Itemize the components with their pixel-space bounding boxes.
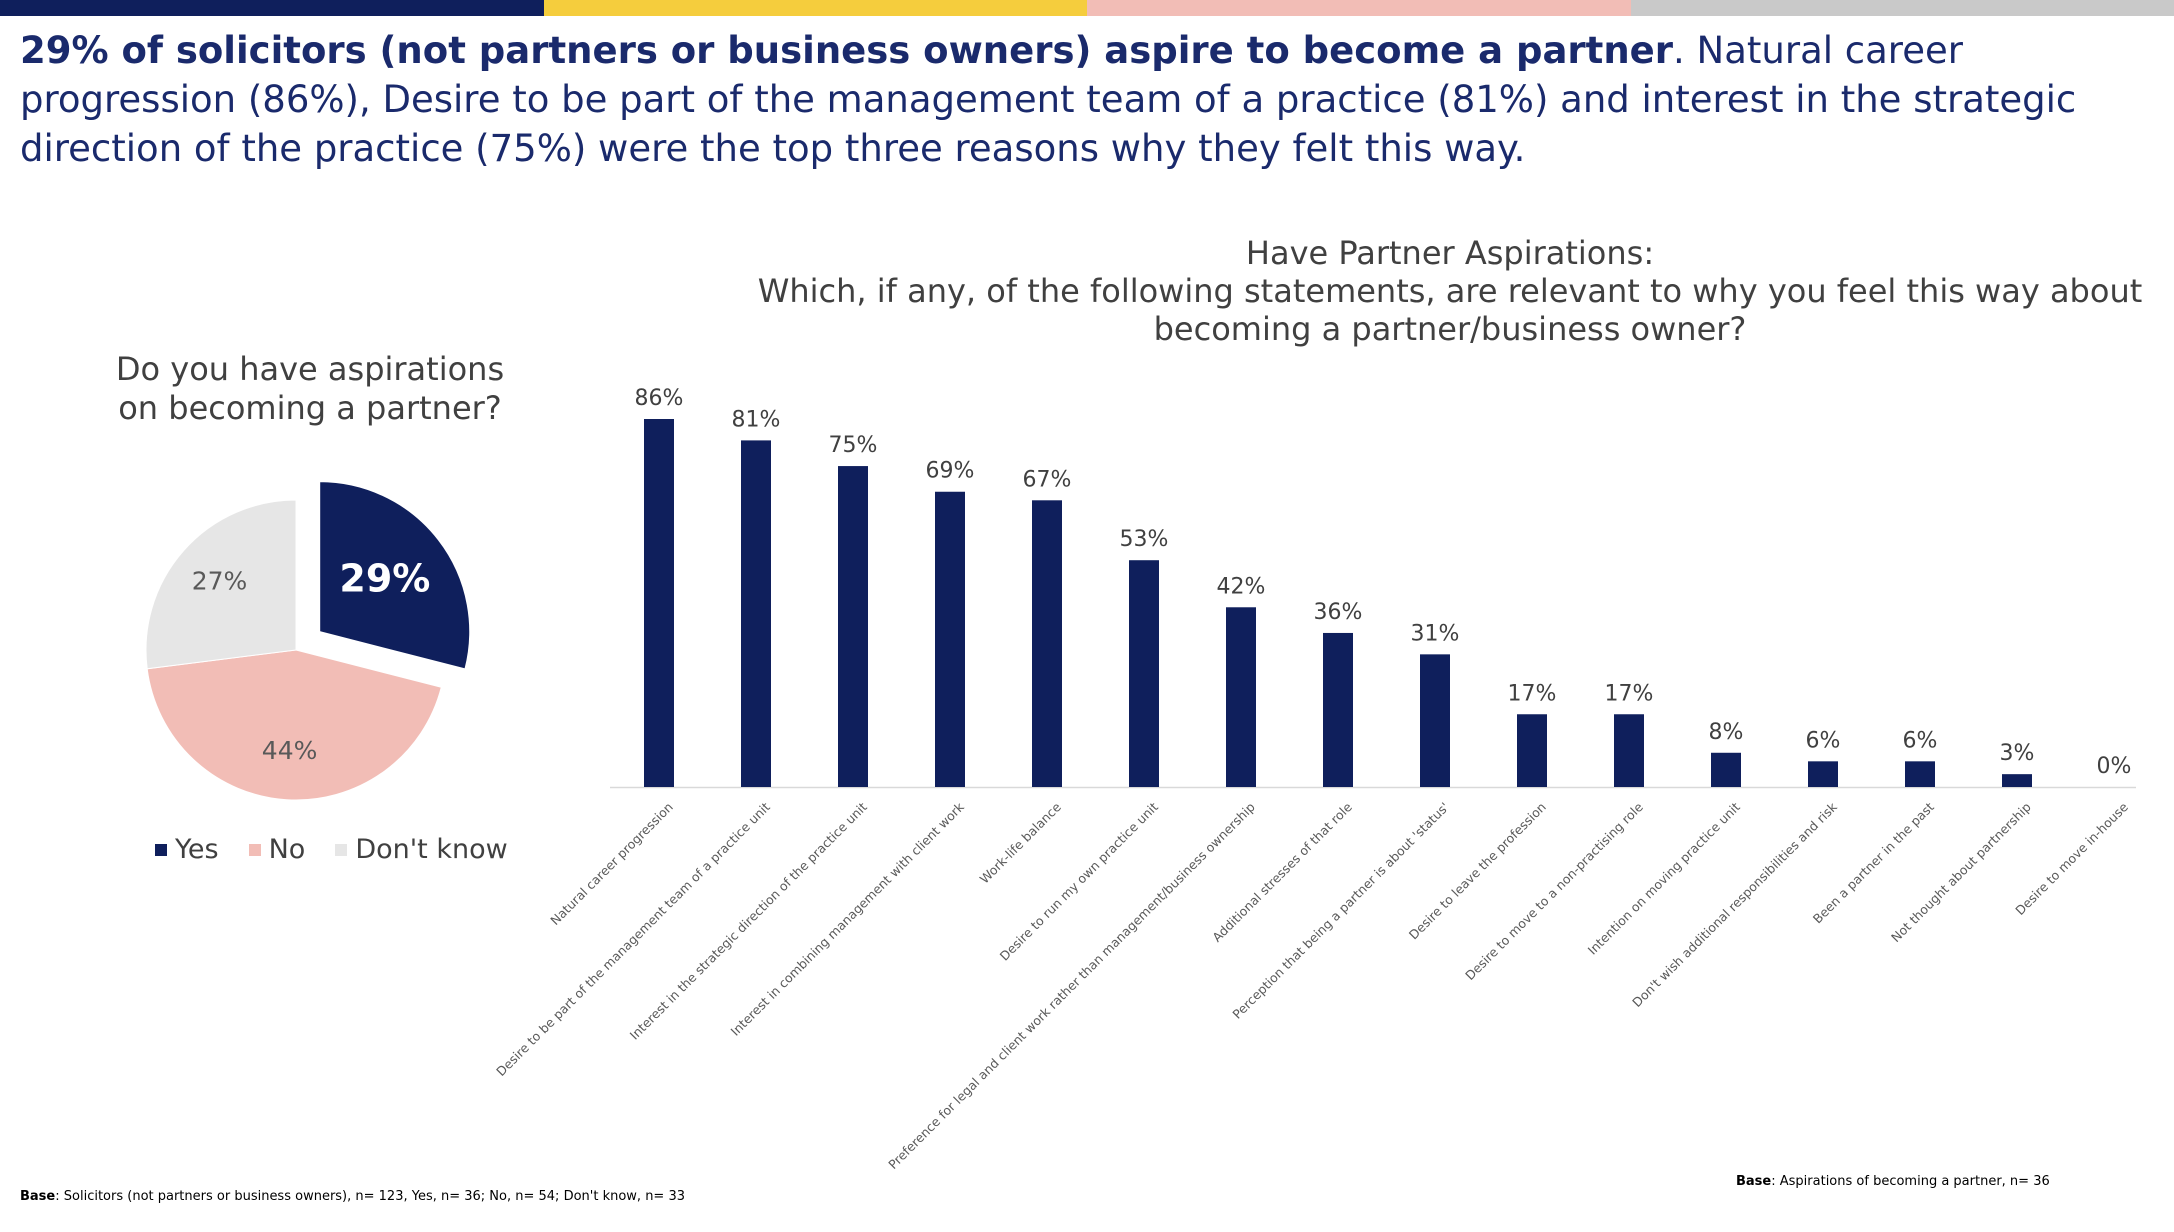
bar-value-label-12: 8% <box>1709 720 1744 745</box>
accent-stripe-navy <box>0 0 544 16</box>
bar-13 <box>1808 761 1838 787</box>
bar-value-label-11: 17% <box>1605 681 1654 706</box>
bar-value-label-5: 67% <box>1023 467 1072 492</box>
headline: 29% of solicitors (not partners or busin… <box>20 26 2150 173</box>
bar-category-label-12: Intention on moving practice unit <box>1585 799 1743 957</box>
bar-5 <box>1032 500 1062 787</box>
base-note-right-label: Base <box>1736 1174 1772 1189</box>
bar-category-label-5: Work-life balance <box>977 799 1064 886</box>
bar-value-label-6: 53% <box>1120 527 1169 552</box>
bar-15 <box>2002 774 2032 787</box>
bar-value-label-9: 31% <box>1411 621 1460 646</box>
bar-title-line2: Which, if any, of the following statemen… <box>757 272 2143 310</box>
bar-value-label-4: 69% <box>926 459 975 484</box>
bar-12 <box>1711 752 1741 787</box>
pie-label-don-t-know: 27% <box>192 567 248 596</box>
base-note-left-label: Base <box>20 1189 56 1204</box>
base-note-right-text: : Aspirations of becoming a partner, n= … <box>1771 1174 2050 1189</box>
bar-value-label-1: 86% <box>635 386 684 411</box>
accent-stripe <box>0 0 2174 16</box>
bar-1 <box>644 419 674 787</box>
bar-10 <box>1517 714 1547 787</box>
pie-label-yes: 29% <box>339 557 430 601</box>
bar-value-label-2: 81% <box>732 407 781 432</box>
pie-slice-yes <box>319 481 471 670</box>
bar-value-label-3: 75% <box>829 433 878 458</box>
pie-chart-title: Do you have aspirations on becoming a pa… <box>100 350 520 428</box>
pie-title-line1: Do you have aspirations <box>115 350 505 388</box>
bar-value-label-15: 3% <box>2000 741 2035 766</box>
legend-label-no: No <box>268 834 306 865</box>
pie-label-no: 44% <box>262 736 318 765</box>
bar-chart-title: Have Partner Aspirations: Which, if any,… <box>740 234 2160 348</box>
bar-value-label-14: 6% <box>1903 728 1938 753</box>
bar-8 <box>1323 632 1353 787</box>
bar-2 <box>741 440 771 787</box>
legend-swatch-no <box>248 843 261 856</box>
pie-chart: 29% 44% 27% <box>145 481 471 801</box>
bar-title-line3: becoming a partner/business owner? <box>1153 310 1747 348</box>
bar-9 <box>1420 654 1450 787</box>
bar-value-label-7: 42% <box>1217 574 1266 599</box>
legend-label-yes: Yes <box>175 834 219 865</box>
accent-stripe-pink <box>1087 0 1631 16</box>
bar-title-line1: Have Partner Aspirations: <box>1245 234 1655 272</box>
bar-category-label-16: Desire to move in-house <box>2012 799 2131 918</box>
bar-value-label-13: 6% <box>1806 728 1841 753</box>
headline-rest: . Natural career progression (86%), Desi… <box>20 29 2077 170</box>
legend-item-dont-know: Don't know <box>335 834 508 865</box>
bar-value-label-10: 17% <box>1508 681 1557 706</box>
headline-bold: 29% of solicitors (not partners or busin… <box>20 29 1674 72</box>
bar-4 <box>935 491 965 787</box>
base-note-left-text: : Solicitors (not partners or business o… <box>55 1189 685 1204</box>
pie-title-line2: on becoming a partner? <box>118 389 502 427</box>
bar-3 <box>838 466 868 787</box>
bar-category-label-7: Preference for legal and client work rat… <box>885 799 1258 1172</box>
bar-value-label-16: 0% <box>2097 754 2132 779</box>
pie-slice-no <box>146 649 442 801</box>
bar-category-label-13: Don't wish additional responsibilities a… <box>1629 799 1840 1010</box>
legend-swatch-dont-know <box>335 843 348 856</box>
pie-slice-don-t-know <box>145 499 297 670</box>
pie-legend: Yes No Don't know <box>155 834 508 865</box>
bar-category-label-9: Perception that being a partner is about… <box>1229 799 1451 1021</box>
bar-6 <box>1129 560 1159 787</box>
base-note-left: Base: Solicitors (not partners or busine… <box>20 1189 685 1204</box>
bar-category-label-11: Desire to move to a non-practising role <box>1462 799 1646 983</box>
bar-category-label-4: Interest in combining management with cl… <box>727 799 967 1039</box>
bar-14 <box>1905 761 1935 787</box>
bar-7 <box>1226 607 1256 787</box>
bar-category-label-6: Desire to run my own practice unit <box>997 799 1161 963</box>
bar-11 <box>1614 714 1644 787</box>
legend-label-dont-know: Don't know <box>355 834 508 865</box>
legend-item-yes: Yes <box>155 834 219 865</box>
accent-stripe-yellow <box>543 0 1087 16</box>
bar-value-label-8: 36% <box>1314 600 1363 625</box>
base-note-right: Base: Aspirations of becoming a partner,… <box>1736 1174 2050 1189</box>
legend-swatch-yes <box>155 843 167 856</box>
legend-item-no: No <box>248 834 306 865</box>
accent-stripe-grey <box>1630 0 2174 16</box>
